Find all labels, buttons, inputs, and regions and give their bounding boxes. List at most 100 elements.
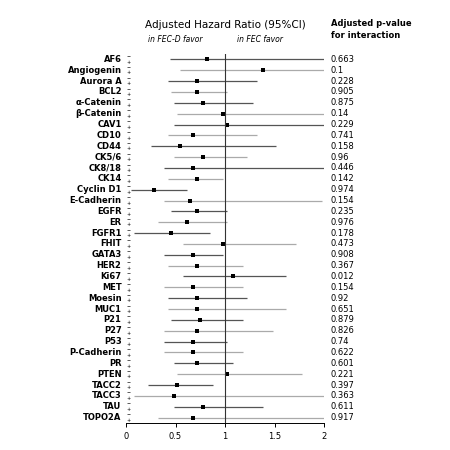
Text: −: −: [127, 304, 131, 309]
Text: 0.142: 0.142: [331, 174, 355, 183]
Text: 0.446: 0.446: [331, 163, 355, 172]
Text: +: +: [127, 309, 131, 314]
Text: 0.974: 0.974: [331, 185, 355, 194]
Text: −: −: [127, 412, 131, 417]
Text: BCL2: BCL2: [98, 87, 122, 96]
Text: 0.622: 0.622: [331, 348, 355, 357]
Text: +: +: [127, 364, 131, 369]
Text: −: −: [127, 401, 131, 406]
Text: PR: PR: [109, 359, 122, 368]
Text: +: +: [127, 407, 131, 412]
Text: 0.908: 0.908: [331, 250, 355, 259]
Text: Adjusted Hazard Ratio (95%CI): Adjusted Hazard Ratio (95%CI): [144, 20, 306, 30]
Text: CK14: CK14: [97, 174, 122, 183]
Text: +: +: [127, 374, 131, 379]
Text: +: +: [127, 201, 131, 206]
Text: −: −: [127, 239, 131, 244]
Text: 0.012: 0.012: [331, 272, 355, 281]
Text: in FEC favor: in FEC favor: [237, 35, 283, 44]
Text: P-Cadherin: P-Cadherin: [69, 348, 122, 357]
Text: 0.601: 0.601: [331, 359, 355, 368]
Text: +: +: [127, 277, 131, 282]
Text: 0.611: 0.611: [331, 402, 355, 411]
Text: −: −: [127, 380, 131, 385]
Text: 0.92: 0.92: [331, 294, 349, 303]
Text: 0.663: 0.663: [331, 55, 355, 64]
Text: P27: P27: [104, 326, 122, 335]
Text: +: +: [127, 135, 131, 140]
Text: 0.228: 0.228: [331, 76, 355, 86]
Text: CD44: CD44: [97, 142, 122, 151]
Text: 0.154: 0.154: [331, 196, 355, 205]
Text: +: +: [127, 353, 131, 358]
Text: 0.178: 0.178: [331, 229, 355, 238]
Text: 0.229: 0.229: [331, 120, 355, 129]
Text: −: −: [127, 228, 131, 233]
Text: +: +: [127, 179, 131, 184]
Text: 0.473: 0.473: [331, 239, 355, 248]
Text: +: +: [127, 255, 131, 260]
Text: −: −: [127, 87, 131, 92]
Text: FHIT: FHIT: [100, 239, 122, 248]
Text: MET: MET: [102, 283, 122, 292]
Text: −: −: [127, 391, 131, 396]
Text: −: −: [127, 130, 131, 135]
Text: Adjusted p-value
for interaction: Adjusted p-value for interaction: [331, 19, 411, 40]
Text: P53: P53: [104, 337, 122, 346]
Text: −: −: [127, 206, 131, 211]
Text: α-Catenin: α-Catenin: [76, 99, 122, 108]
Text: −: −: [127, 54, 131, 59]
Text: TACC2: TACC2: [92, 381, 122, 390]
Text: +: +: [127, 385, 131, 390]
Text: MUC1: MUC1: [94, 305, 122, 314]
Text: −: −: [127, 108, 131, 113]
Text: −: −: [127, 337, 131, 342]
Text: 0.741: 0.741: [331, 131, 355, 140]
Text: FGFR1: FGFR1: [91, 229, 122, 238]
Text: +: +: [127, 288, 131, 292]
Text: 0.651: 0.651: [331, 305, 355, 314]
Text: −: −: [127, 369, 131, 374]
Text: +: +: [127, 158, 131, 162]
Text: −: −: [127, 98, 131, 103]
Text: +: +: [127, 103, 131, 108]
Text: 0.363: 0.363: [331, 392, 355, 400]
Text: −: −: [127, 261, 131, 265]
Text: +: +: [127, 125, 131, 130]
Text: CAV1: CAV1: [97, 120, 122, 129]
Text: 0.158: 0.158: [331, 142, 355, 151]
Text: −: −: [127, 358, 131, 363]
Text: +: +: [127, 233, 131, 238]
Text: Aurora A: Aurora A: [80, 76, 122, 86]
Text: 0.826: 0.826: [331, 326, 355, 335]
Text: −: −: [127, 217, 131, 222]
Text: CK8/18: CK8/18: [89, 163, 122, 172]
Text: 0.397: 0.397: [331, 381, 355, 390]
Text: 0.905: 0.905: [331, 87, 355, 96]
Text: −: −: [127, 293, 131, 298]
Text: +: +: [127, 222, 131, 227]
Text: −: −: [127, 184, 131, 189]
Text: −: −: [127, 282, 131, 287]
Text: +: +: [127, 342, 131, 347]
Text: Moesin: Moesin: [88, 294, 122, 303]
Text: 0.74: 0.74: [331, 337, 349, 346]
Text: +: +: [127, 60, 131, 65]
Text: 0.917: 0.917: [331, 413, 355, 422]
Text: HER2: HER2: [97, 261, 122, 270]
Text: −: −: [127, 174, 131, 179]
Text: 0.96: 0.96: [331, 153, 349, 162]
Text: +: +: [127, 298, 131, 303]
Text: −: −: [127, 76, 131, 81]
Text: 0.875: 0.875: [331, 99, 355, 108]
Text: −: −: [127, 163, 131, 168]
Text: +: +: [127, 71, 131, 76]
Text: +: +: [127, 320, 131, 325]
Text: Cyclin D1: Cyclin D1: [77, 185, 122, 194]
Text: +: +: [127, 190, 131, 195]
Text: TOPO2A: TOPO2A: [83, 413, 122, 422]
Text: 0.879: 0.879: [331, 315, 355, 324]
Text: 0.1: 0.1: [331, 66, 344, 75]
Text: P21: P21: [104, 315, 122, 324]
Text: 0.235: 0.235: [331, 207, 355, 216]
